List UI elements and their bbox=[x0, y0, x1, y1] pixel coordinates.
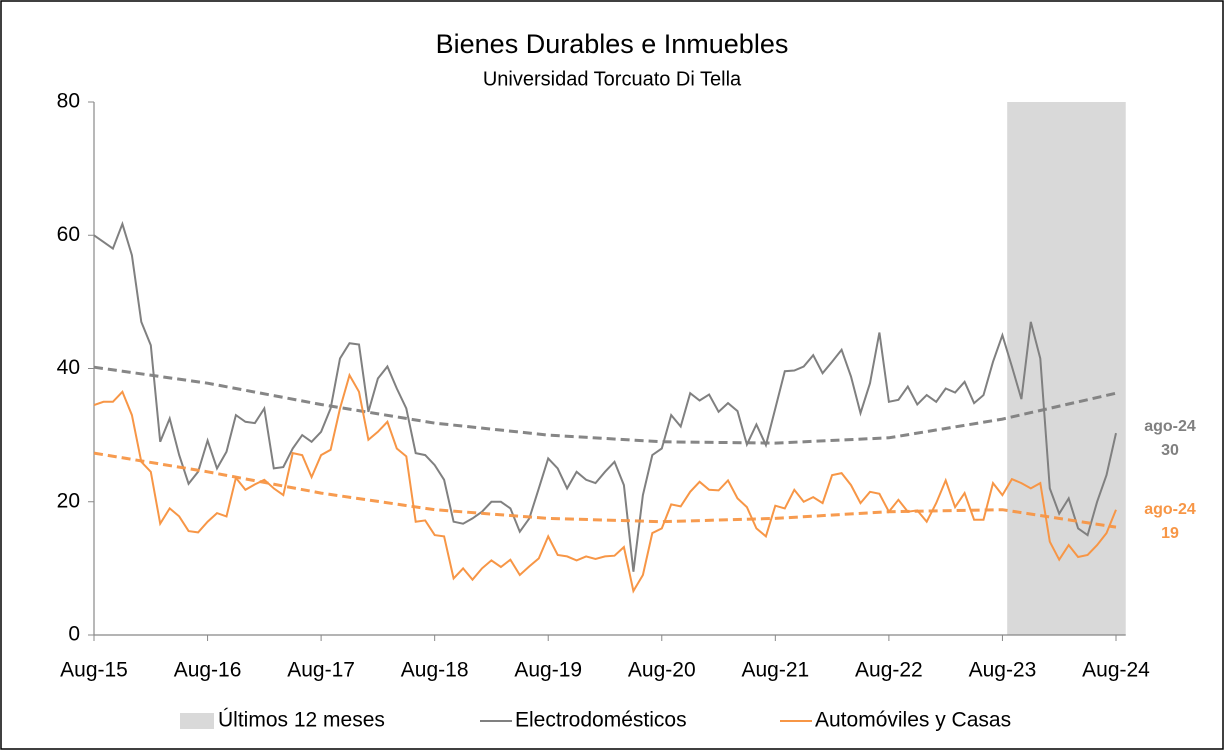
legend-label: Automóviles y Casas bbox=[815, 709, 1011, 732]
y-tick-label: 40 bbox=[57, 356, 80, 379]
x-tick-label: Aug-22 bbox=[855, 659, 923, 682]
y-tick-label: 0 bbox=[68, 623, 80, 646]
x-tick-label: Aug-19 bbox=[514, 659, 582, 682]
x-tick-label: Aug-17 bbox=[287, 659, 355, 682]
y-tick-label: 60 bbox=[57, 223, 80, 246]
chart-subtitle: Universidad Torcuato Di Tella bbox=[483, 68, 742, 90]
x-tick-label: Aug-20 bbox=[628, 659, 696, 682]
trend-line bbox=[93, 451, 1117, 529]
x-tick-label: Aug-21 bbox=[741, 659, 809, 682]
legend-swatch bbox=[180, 713, 214, 729]
x-tick-label: Aug-18 bbox=[401, 659, 469, 682]
highlight-band bbox=[1007, 102, 1126, 635]
end-label-date: ago-24 bbox=[1144, 501, 1196, 518]
y-tick-label: 80 bbox=[57, 90, 80, 113]
trend-line bbox=[93, 365, 1117, 445]
y-tick-label: 20 bbox=[57, 489, 80, 512]
end-label-value: 30 bbox=[1161, 442, 1179, 459]
x-tick-label: Aug-16 bbox=[174, 659, 242, 682]
end-label-date: ago-24 bbox=[1144, 418, 1196, 435]
series-line bbox=[93, 220, 1117, 572]
chart-title: Bienes Durables e Inmuebles bbox=[436, 29, 789, 59]
legend-label: Últimos 12 meses bbox=[218, 709, 385, 732]
series-line bbox=[93, 372, 1117, 594]
legend-label: Electrodomésticos bbox=[515, 709, 687, 732]
end-label-value: 19 bbox=[1161, 525, 1179, 542]
x-tick-label: Aug-15 bbox=[60, 659, 128, 682]
x-tick-label: Aug-24 bbox=[1082, 659, 1150, 682]
x-tick-label: Aug-23 bbox=[969, 659, 1037, 682]
